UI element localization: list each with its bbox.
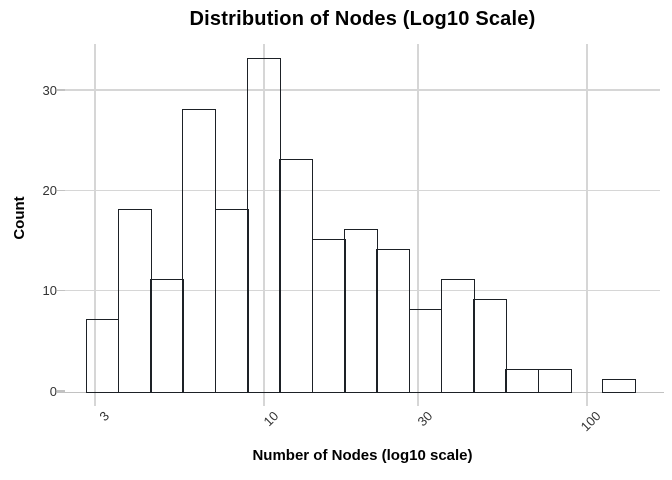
y-tick-10 — [57, 290, 65, 292]
gridline-x-100 — [586, 44, 588, 406]
gridline-x-30 — [417, 44, 419, 406]
y-tick-0 — [57, 390, 65, 392]
y-tick-label-20: 20 — [42, 182, 57, 198]
x-tick-label-10: 10 — [260, 408, 281, 430]
x-tick-label-30: 30 — [414, 408, 436, 430]
histogram-bar — [247, 58, 281, 393]
y-tick-30 — [57, 89, 65, 91]
histogram-bar — [279, 158, 314, 393]
y-tick-label-10: 10 — [42, 283, 57, 299]
x-tick-label-100: 100 — [577, 408, 604, 435]
histogram-bar — [85, 319, 120, 393]
histogram-bar — [311, 238, 346, 393]
chart-title: Distribution of Nodes (Log10 Scale) — [189, 8, 536, 30]
x-tick-label-3: 3 — [96, 408, 112, 425]
histogram-bar — [182, 108, 217, 393]
x-axis-title: Number of Nodes (log10 scale) — [252, 447, 473, 464]
gridline-y-30 — [65, 89, 660, 91]
gridline-x-3 — [94, 44, 96, 406]
histogram-bar — [214, 208, 249, 393]
y-tick-label-30: 30 — [42, 82, 57, 98]
histogram-bar — [537, 369, 572, 393]
histogram-bar — [376, 248, 411, 393]
histogram-bar — [408, 309, 443, 393]
histogram-bar — [117, 208, 152, 393]
y-tick-label-0: 0 — [49, 383, 57, 399]
histogram-bar — [150, 279, 184, 393]
histogram-bar — [473, 299, 508, 393]
histogram-bar — [440, 279, 475, 393]
histogram-bar — [505, 369, 540, 393]
gridline-x-10 — [263, 44, 265, 406]
gridline-y-20 — [65, 189, 660, 192]
histogram-bar — [343, 228, 378, 393]
gridline-y-10 — [65, 290, 660, 292]
histogram-bar — [602, 379, 637, 393]
y-tick-20 — [57, 189, 65, 192]
